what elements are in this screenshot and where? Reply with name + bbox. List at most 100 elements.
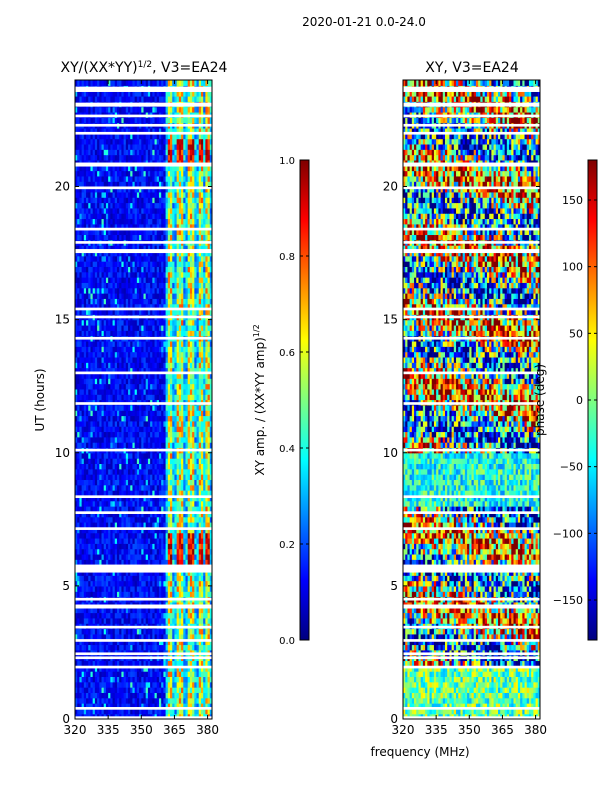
heatmap-cell — [121, 394, 125, 401]
heatmap-cell — [108, 580, 111, 587]
heatmap-cell — [156, 580, 160, 587]
heatmap-cell — [108, 367, 111, 374]
heatmap-cell — [101, 591, 105, 598]
heatmap-cell — [103, 303, 107, 310]
heatmap-cell — [130, 639, 134, 646]
heatmap-cell — [88, 452, 92, 459]
heatmap-cell — [79, 585, 83, 592]
heatmap-cell — [207, 351, 211, 358]
heatmap-cell — [181, 319, 184, 326]
heatmap-cell — [161, 308, 164, 315]
heatmap-cell — [125, 585, 129, 592]
heatmap-cell — [130, 436, 134, 443]
heatmap-cell — [176, 346, 180, 353]
heatmap-cell — [79, 415, 83, 422]
heatmap-cell — [123, 287, 127, 294]
heatmap-cell — [205, 628, 209, 635]
heatmap-cell — [176, 436, 180, 443]
heatmap-cell — [108, 548, 111, 555]
heatmap-cell — [121, 569, 125, 576]
heatmap-cell — [108, 527, 111, 534]
heatmap-cell — [75, 681, 78, 688]
heatmap-cell — [121, 420, 125, 427]
heatmap-cell — [110, 346, 114, 353]
heatmap-cell — [200, 362, 204, 369]
heatmap-cell — [187, 490, 191, 496]
heatmap-cell — [97, 287, 100, 294]
heatmap-cell — [145, 495, 149, 502]
heatmap-cell — [198, 426, 202, 433]
heatmap-cell — [110, 378, 114, 385]
heatmap-cell — [79, 356, 83, 363]
heatmap-cell — [181, 697, 184, 704]
heatmap-cell — [174, 687, 178, 693]
heatmap-cell — [114, 639, 118, 646]
heatmap-cell — [170, 708, 173, 715]
heatmap-cell — [139, 506, 142, 512]
heatmap-cell — [178, 585, 182, 592]
heatmap-cell — [81, 687, 85, 693]
heatmap-cell — [161, 293, 164, 299]
heatmap-cell — [203, 665, 206, 672]
heatmap-cell — [163, 324, 167, 331]
heatmap-cell — [110, 362, 114, 369]
heatmap-cell — [156, 543, 160, 550]
heatmap-cell — [147, 346, 151, 353]
heatmap-cell — [112, 532, 116, 539]
heatmap-cell — [165, 452, 169, 459]
heatmap-cell — [194, 703, 198, 709]
heatmap-cell — [203, 362, 206, 369]
heatmap-cell — [125, 442, 129, 449]
heatmap-cell — [121, 463, 125, 470]
heatmap-cell — [161, 644, 164, 651]
heatmap-cell — [136, 458, 140, 464]
heatmap-cell — [205, 681, 209, 688]
heatmap-cell — [114, 665, 118, 672]
heatmap-cell — [77, 628, 81, 635]
heatmap-cell — [194, 340, 198, 347]
heatmap-cell — [203, 628, 206, 635]
heatmap-cell — [83, 426, 87, 433]
heatmap-cell — [198, 506, 202, 512]
heatmap-cell — [92, 378, 96, 385]
heatmap-cell — [112, 527, 116, 534]
heatmap-cell — [176, 362, 180, 369]
heatmap-cell — [86, 431, 89, 438]
heatmap-cell — [77, 468, 81, 475]
heatmap-cell — [114, 420, 118, 427]
heatmap-cell — [158, 410, 162, 417]
heatmap-cell — [174, 532, 178, 539]
heatmap-cell — [145, 479, 149, 486]
heatmap-cell — [79, 426, 83, 433]
heatmap-cell — [192, 537, 195, 544]
heatmap-cell — [209, 351, 212, 358]
heatmap-cell — [194, 420, 198, 427]
heatmap-cell — [205, 372, 209, 379]
heatmap-cell — [141, 426, 145, 433]
heatmap-cell — [156, 591, 160, 598]
heatmap-cell — [205, 404, 209, 411]
heatmap-cell — [75, 559, 78, 566]
heatmap-cell — [189, 420, 193, 427]
heatmap-cell — [178, 324, 182, 331]
heatmap-cell — [178, 463, 182, 470]
heatmap-cell — [86, 553, 89, 560]
heatmap-cell — [83, 308, 87, 315]
heatmap-cell — [116, 388, 120, 395]
heatmap-cell — [77, 543, 81, 550]
heatmap-cell — [77, 617, 81, 624]
heatmap-cell — [83, 383, 87, 390]
heatmap-cell — [134, 293, 138, 299]
heatmap-cell — [114, 394, 118, 401]
heatmap-cell — [176, 506, 180, 512]
heatmap-cell — [119, 340, 123, 347]
heatmap-cell — [92, 351, 96, 358]
heatmap-cell — [156, 532, 160, 539]
heatmap-cell — [176, 319, 180, 326]
heatmap-cell — [123, 607, 127, 614]
heatmap-cell — [156, 490, 160, 496]
heatmap-cell — [97, 676, 100, 683]
heatmap-cell — [178, 458, 182, 464]
heatmap-cell — [139, 516, 142, 523]
heatmap-cell — [172, 532, 176, 539]
